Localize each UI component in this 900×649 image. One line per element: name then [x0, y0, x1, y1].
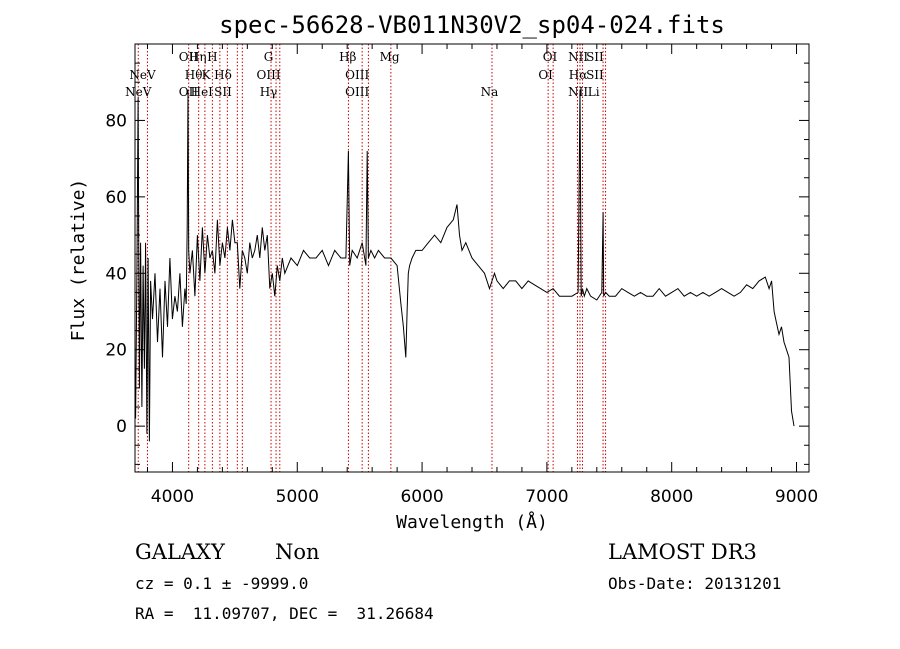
line-label: H [207, 50, 217, 64]
line-label: OII [179, 50, 199, 64]
y-tick-label: 0 [116, 417, 127, 437]
survey-name: LAMOST DR3 [608, 540, 757, 564]
line-label: Hθ [185, 68, 203, 82]
obs-date: Obs-Date: 20131201 [608, 574, 782, 593]
line-label: Li [588, 85, 600, 99]
line-label: NeV [129, 68, 156, 82]
redshift-line: cz = 0.1 ± -9999.0 [135, 574, 309, 593]
object-type: GALAXY [135, 540, 225, 564]
x-tick-label: 7000 [525, 487, 568, 507]
line-label: SII [586, 50, 604, 64]
coordinates-line: RA = 11.09707, DEC = 31.26684 [135, 604, 434, 623]
spectrum-line [135, 89, 795, 442]
line-label: SII [586, 68, 604, 82]
emission-line-markers [137, 44, 607, 472]
y-axis-label: Flux (relative) [68, 179, 89, 342]
y-tick-label: 60 [105, 188, 127, 208]
x-tick-label: 6000 [400, 487, 443, 507]
x-tick-label: 4000 [151, 487, 194, 507]
line-label: Na [481, 85, 499, 99]
line-label: SII [214, 85, 232, 99]
line-label: NeV [125, 85, 152, 99]
x-axis-label: Wavelength (Å) [396, 511, 548, 533]
y-tick-label: 40 [105, 264, 127, 284]
line-label: NII [568, 50, 588, 64]
line-label: Hα [569, 68, 588, 82]
line-label: Hδ [214, 68, 232, 82]
object-subclass: Non [275, 540, 320, 564]
line-label: Hγ [260, 85, 278, 99]
line-label: G [264, 50, 274, 64]
emission-line-labels: NeV NeV OII OII Hθ Hη HeI HK Hδ SII G OIII Hγ Hβ OIII O… [125, 50, 604, 99]
x-axis-ticks: 4000 5000 6000 7000 8000 9000 [146, 44, 818, 507]
line-label: OII [179, 85, 199, 99]
y-tick-label: 20 [105, 341, 127, 361]
line-label: OIII [257, 68, 281, 82]
line-label: OIII [345, 68, 369, 82]
line-label: K [202, 68, 212, 82]
spectrum-chart: spec-56628-VB011N30V2_sp04-024.fits NeVN… [68, 11, 818, 533]
line-label: OIII [345, 85, 369, 99]
chart-title: spec-56628-VB011N30V2_sp04-024.fits [219, 11, 725, 39]
y-tick-label: 80 [105, 111, 127, 131]
line-label: OI [543, 50, 558, 64]
line-label: Hβ [339, 50, 356, 64]
x-tick-label: 9000 [775, 487, 818, 507]
x-tick-label: 8000 [650, 487, 693, 507]
line-label: NII [568, 85, 588, 99]
line-label: Hη [189, 50, 207, 64]
line-label: Mg [380, 50, 400, 64]
line-label: HeI [191, 85, 214, 99]
line-label: OI [538, 68, 553, 82]
y-axis-ticks: 0 20 40 60 80 [105, 62, 809, 465]
x-tick-label: 5000 [276, 487, 319, 507]
